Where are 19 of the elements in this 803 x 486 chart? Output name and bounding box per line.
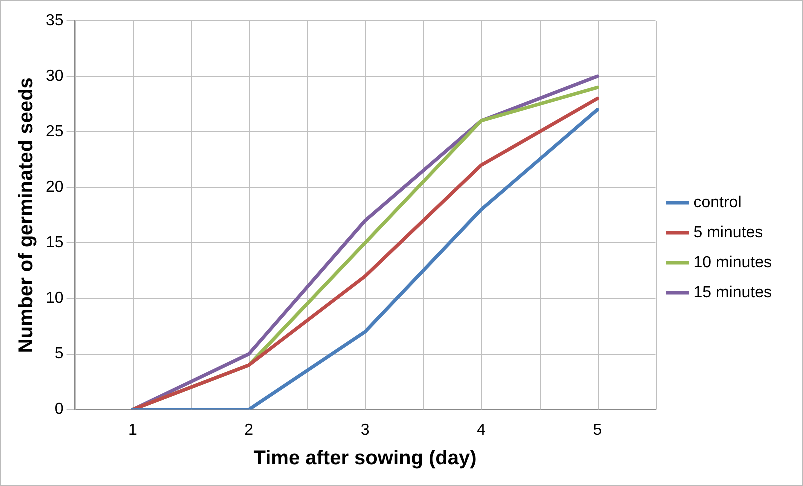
y-tick-label: 25 [46,123,64,140]
x-tick-label: 1 [128,422,138,439]
y-tick-label: 15 [46,234,64,252]
y-axis-title: Number of germinated seeds [16,78,38,354]
x-tick-label: 4 [477,422,486,439]
y-tick-label: 20 [46,179,64,196]
legend-label: 5 minutes [694,224,764,242]
y-tick-label: 0 [54,401,64,418]
legend-label: control [694,194,742,212]
x-tick-label: 3 [360,422,370,439]
y-tick-label: 10 [46,290,64,308]
legend-label: 15 minutes [694,284,772,302]
x-tick-label: 5 [593,422,602,439]
x-axis-title: Time after sowing (day) [254,448,477,470]
x-tick-label: 2 [244,422,254,439]
legend-label: 10 minutes [694,254,772,272]
y-tick-label: 30 [46,68,64,85]
y-tick-label: 5 [54,346,64,363]
y-tick-label: 35 [46,12,64,30]
